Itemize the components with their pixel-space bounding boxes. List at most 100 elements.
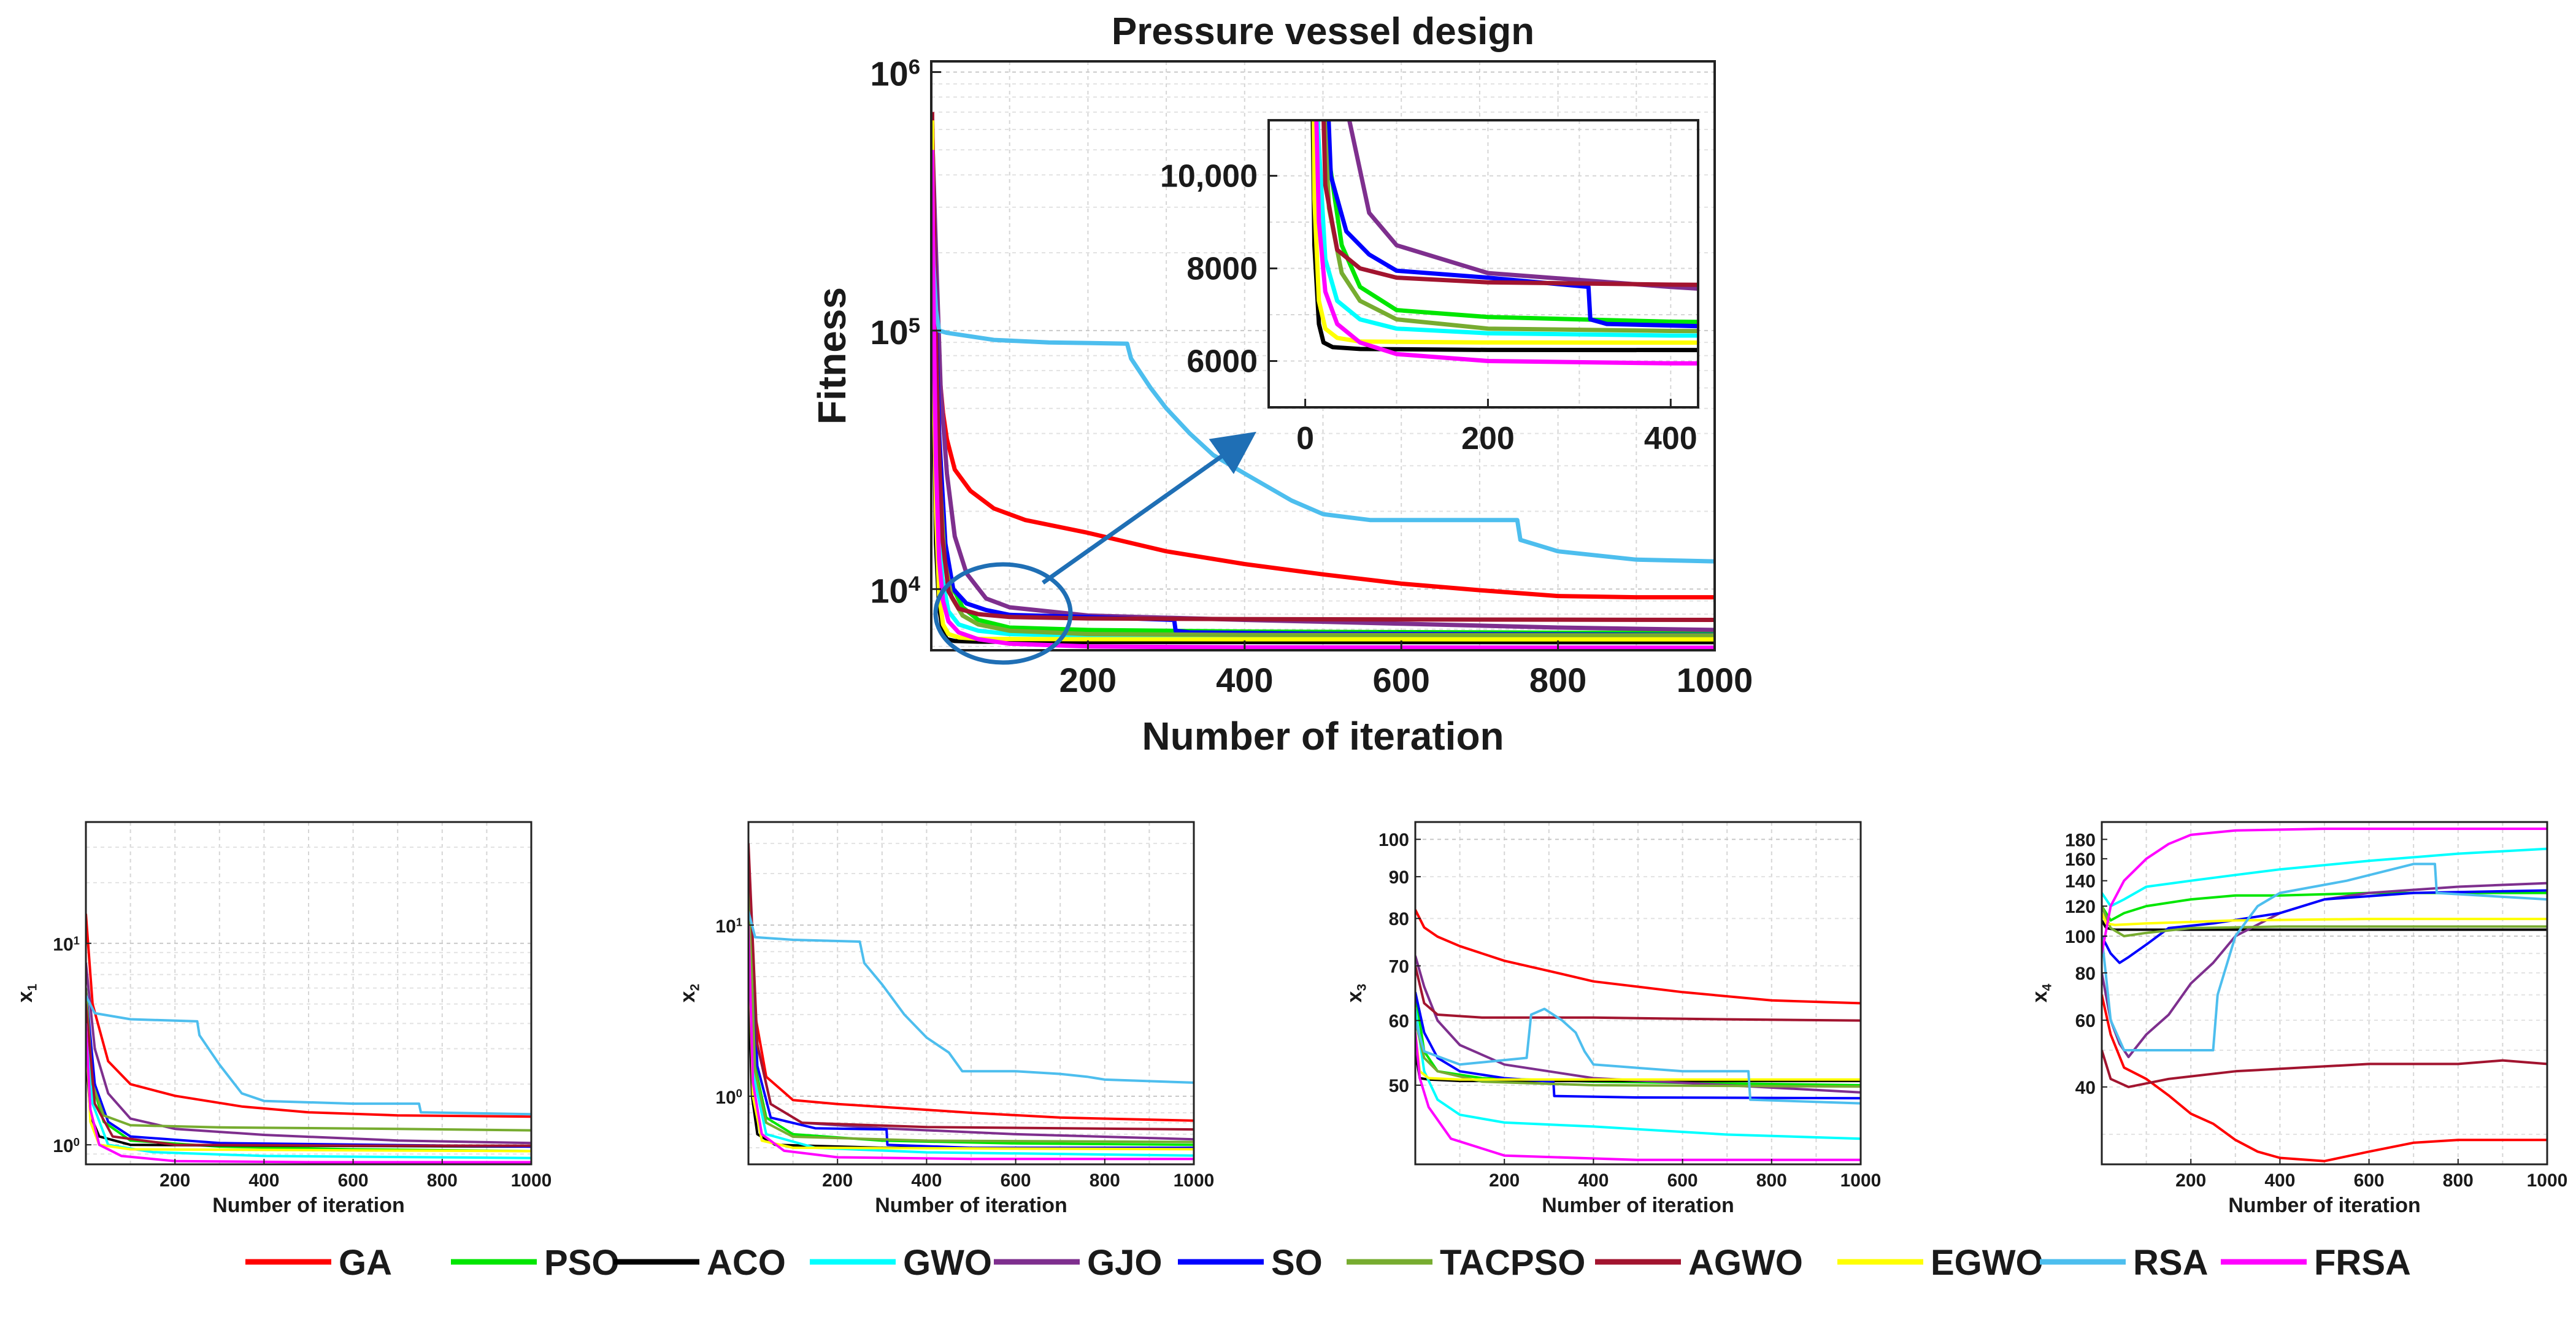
x3-ytick-label: 70 [1389,956,1409,977]
x1-ytick-label: 100 [53,1135,80,1156]
legend-item-gjo: GJO [994,1243,1163,1283]
x1-line-gjo [86,963,531,1145]
x1-xtick-label: 400 [248,1170,279,1191]
x3-line-tacpso [1415,1020,1861,1088]
inset-line-agwo [1321,120,1698,287]
inset-line-egwo [1312,120,1698,345]
x2-x-axis-label: Number of iteration [875,1194,1067,1217]
x4-line-egwo [2102,912,2547,926]
x4-line-gwo [2102,847,2547,908]
x2-y-axis-label-base: x [676,991,699,1002]
legend-label: GWO [903,1243,992,1283]
x4-line-frsa [2102,828,2547,954]
x3-line-pso [1415,992,1861,1086]
legend-item-aco: ACO [613,1243,786,1283]
x4-y-axis-label-base: x [2028,991,2051,1002]
x4-line-so [2102,889,2547,964]
main-ytick-label: 106 [870,54,920,93]
legend-label: GA [339,1243,392,1283]
x2-xtick-label: 600 [1001,1170,1031,1191]
x3-x-axis-label: Number of iteration [1542,1194,1734,1217]
x1-line-rsa [86,995,531,1116]
x2-xtick-label: 400 [911,1170,942,1191]
inset-xtick-label: 400 [1644,421,1697,456]
main-xtick-label: 400 [1216,661,1273,699]
legend-label: AGWO [1688,1243,1803,1283]
legend-label: EGWO [1931,1243,2043,1283]
x2-xtick-label: 200 [822,1170,853,1191]
x4-xtick-label: 800 [2443,1170,2474,1191]
main-xtick-label: 600 [1372,661,1429,699]
legend-label: FRSA [2314,1243,2411,1283]
x4-line-ga [2102,994,2547,1162]
legend-label: GJO [1087,1243,1163,1283]
x4-xtick-label: 200 [2175,1170,2206,1191]
main-xtick-label: 1000 [1677,661,1753,699]
x3-plot-frame [1414,821,1862,1166]
x1-ytick-label-base: 10 [53,935,73,955]
x3-line-frsa [1415,1032,1861,1161]
main-ytick-label-exp: 5 [909,314,920,337]
x4-ytick-label: 40 [2075,1078,2096,1098]
legend-label: ACO [707,1243,786,1283]
x4-xtick-label: 400 [2264,1170,2295,1191]
x2-ytick-label-exp: 1 [736,916,742,929]
legend-item-ga: GA [245,1243,392,1283]
inset-line-gwo [1315,120,1698,338]
x3-line-so [1415,991,1861,1100]
x1-line-ga [86,913,531,1118]
inset-line-gjo [1347,120,1698,291]
x3-xtick-label: 600 [1667,1170,1698,1191]
x4-plot-frame [2101,821,2548,1166]
x1-y-axis-label-group: x1 [13,983,39,1002]
x1-ytick-label-exp: 1 [74,934,80,947]
inset-ytick-label: 8000 [1186,252,1258,287]
x2-y-axis-label: x2 [676,984,702,1003]
main-line-frsa [931,150,1715,650]
x4-ytick-label: 100 [2065,927,2096,947]
x4-y-axis-label: x4 [2028,983,2054,1002]
x4-line-rsa [2102,863,2547,1051]
x1-plot-frame [85,821,533,1166]
x4-ytick-label: 120 [2065,897,2096,917]
main-ytick-label-base: 10 [870,313,908,352]
x1-y-axis-label-sub: 1 [25,983,39,991]
x3-ytick-label: 90 [1389,867,1409,888]
legend-label: PSO [544,1243,620,1283]
x3-xtick-label: 1000 [1840,1170,1882,1191]
legend-item-pso: PSO [451,1243,620,1283]
x2-y-axis-label-group: x2 [676,984,702,1003]
main-ytick-label-base: 10 [870,571,908,610]
x4-line-tacpso [2102,905,2547,937]
subplot-x3: 200 400 600 800 1000 50 60 70 80 90 100 Number of i… [1343,821,1882,1217]
legend-item-egwo: EGWO [1837,1243,2043,1283]
legend-item-so: SO [1178,1243,1323,1283]
x2-ytick-label: 101 [715,916,742,937]
x1-xtick-label: 200 [160,1170,190,1191]
main-ytick-label-exp: 6 [909,55,920,79]
legend-label: SO [1271,1243,1323,1283]
x2-line-agwo [748,843,1194,1131]
inset-line-tacpso [1322,120,1698,334]
x2-line-ga [748,856,1194,1122]
x2-ytick-label-exp: 0 [736,1087,742,1100]
main-y-axis-label: Fitness [810,287,854,425]
legend-label: TACPSO [1440,1243,1585,1283]
x1-line-so [86,988,531,1148]
inset-line-frsa [1314,120,1698,366]
x1-xtick-label: 600 [338,1170,369,1191]
x3-line-agwo [1415,965,1861,1022]
x2-ytick-label-base: 10 [715,916,736,937]
x3-y-axis-label-base: x [1343,991,1366,1002]
zoom-region-ellipse [933,562,1073,665]
inset-ytick-label: 10,000 [1160,159,1258,194]
x2-line-frsa [748,924,1194,1161]
x3-line-rsa [1415,1007,1861,1105]
zoom-arrow [1041,431,1256,585]
x2-line-tacpso [748,873,1194,1143]
legend-item-tacpso: TACPSO [1347,1243,1585,1283]
x4-ytick-label: 60 [2075,1011,2096,1031]
main-ytick-label-base: 10 [870,54,908,93]
